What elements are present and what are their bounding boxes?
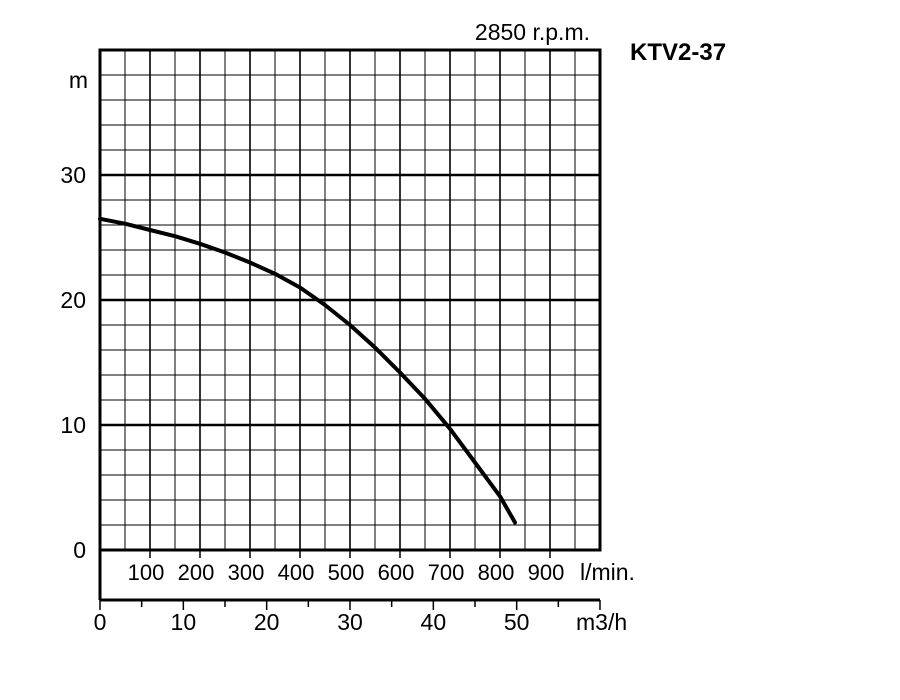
- lmin-tick-label: 900: [528, 560, 565, 585]
- y-axis-label: m: [69, 67, 88, 93]
- x-axis-label-m3h: m3/h: [576, 609, 627, 635]
- lmin-tick-labels: 100 200 300 400 500 600 700 800 900: [128, 560, 565, 585]
- lmin-tick-label: 800: [478, 560, 515, 585]
- y-tick-label: 30: [60, 162, 86, 188]
- lmin-tick-label: 600: [378, 560, 415, 585]
- lmin-tick-label: 300: [228, 560, 265, 585]
- lmin-tick-label: 500: [328, 560, 365, 585]
- m3h-tick-label: 10: [171, 609, 197, 635]
- x-axis-label-lmin: l/min.: [580, 559, 635, 585]
- y-tick-label: 20: [60, 287, 86, 313]
- lmin-tick-label: 700: [428, 560, 465, 585]
- m3h-tick-label: 50: [504, 609, 530, 635]
- major-gridlines: [100, 50, 600, 550]
- m3h-tick-label: 0: [94, 609, 107, 635]
- lmin-tick-label: 200: [178, 560, 215, 585]
- m3h-tick-label: 20: [254, 609, 280, 635]
- y-tick-label: 0: [73, 537, 86, 563]
- y-tick-label: 10: [60, 412, 86, 438]
- m3h-tick-label: 30: [337, 609, 363, 635]
- m3h-tick-marks: [99, 550, 601, 610]
- chart-title: KTV2-37: [630, 39, 726, 66]
- y-tick-labels: 0 10 20 30: [60, 162, 86, 563]
- m3h-tick-label: 40: [421, 609, 447, 635]
- chart-subtitle: 2850 r.p.m.: [475, 19, 590, 45]
- head-curve-line: [98, 216, 517, 525]
- lmin-tick-label: 100: [128, 560, 165, 585]
- m3h-tick-labels: 0 10 20 30 40 50: [94, 609, 530, 635]
- lmin-tick-label: 400: [278, 560, 315, 585]
